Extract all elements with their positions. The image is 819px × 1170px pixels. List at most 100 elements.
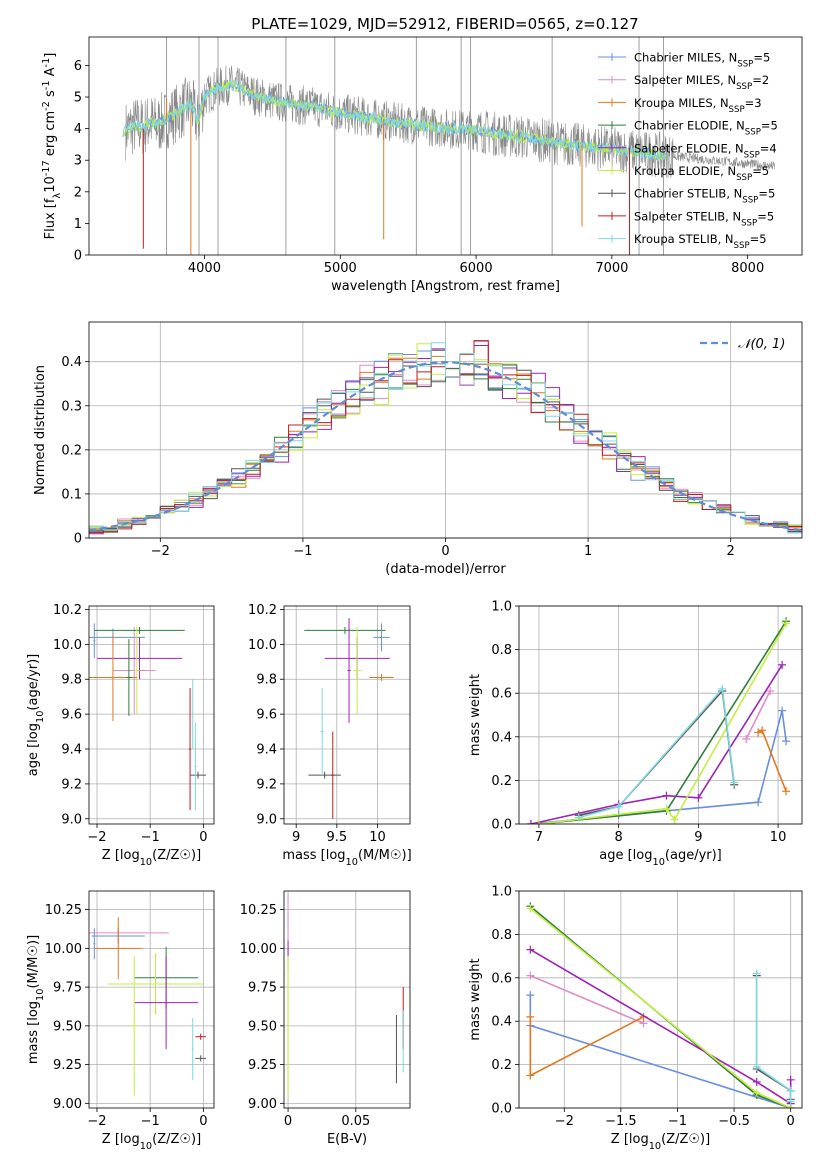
- x-tick-label: −2: [87, 830, 106, 845]
- y-tick-label: 9.50: [248, 1019, 277, 1034]
- y-tick-label: 10.2: [248, 603, 277, 618]
- y-tick-label: 10.0: [248, 638, 277, 653]
- axes-frame: [88, 605, 215, 825]
- axes-frame: [88, 890, 215, 1109]
- y-tick-label: 9.25: [53, 1058, 82, 1073]
- y-tick-label: 0: [74, 532, 82, 547]
- legend-label: Kroupa MILES, NSSP=3: [634, 96, 762, 115]
- y-tick-label: 0: [74, 249, 82, 264]
- y-tick-label: 9.00: [53, 1097, 82, 1112]
- weight-point: [526, 820, 535, 824]
- y-tick-label: 10.00: [45, 942, 82, 957]
- x-axis-label: Z [log10(Z/Z☉)]: [102, 848, 201, 868]
- y-axis-label: Normed distribution: [33, 365, 48, 495]
- x-tick-label: −0.5: [718, 1114, 750, 1129]
- weight-point: [670, 815, 679, 824]
- y-tick-label: 0.8: [491, 928, 512, 943]
- panel-weight_vs_Z: −2 −1.5 −1 −0.5 0 0.0 0.2 0.4 0.6 0.8 1.0 Z [log10(…: [468, 885, 803, 1152]
- x-tick-label: 5000: [324, 261, 357, 276]
- y-tick-label: 10.25: [240, 903, 277, 918]
- x-axis-label: mass [log10(M/M☉)]: [282, 848, 411, 868]
- x-axis-label: Z [log10(Z/Z☉)]: [611, 1132, 710, 1152]
- x-tick-label: 0: [441, 544, 449, 559]
- weight-point: [758, 726, 767, 735]
- y-tick-label: 9.2: [256, 777, 277, 792]
- weight-series-chabrier-stelib: [755, 975, 792, 1100]
- x-tick-label: −1.5: [605, 1114, 637, 1129]
- panel-residuals: −2 −1 0 1 2 0 0.1 0.2 0.3 0.4 (data-model)/error No…: [33, 321, 803, 577]
- x-tick-label: 8: [615, 830, 623, 845]
- weight-series-kroupa-elodie: [538, 623, 787, 824]
- legend-label: Chabrier ELODIE, NSSP=5: [634, 119, 778, 138]
- y-tick-label: 0.0: [491, 818, 512, 833]
- weight-point: [526, 945, 535, 954]
- weight-point: [574, 813, 583, 822]
- y-tick-label: 10.0: [53, 638, 82, 653]
- y-tick-label: 3: [74, 154, 82, 169]
- y-tick-label: 1.0: [491, 885, 512, 900]
- weight-point: [778, 706, 787, 715]
- y-tick-label: 9.8: [256, 673, 277, 688]
- x-tick-label: 6000: [460, 261, 493, 276]
- weight-point: [752, 969, 761, 978]
- x-tick-label: 7: [535, 830, 543, 845]
- legend-label: Salpeter MILES, NSSP=2: [634, 73, 769, 92]
- panel-weight_vs_age: 7 8 9 10 0.0 0.2 0.4 0.6 0.8 1.0 age [log10(age/yr…: [468, 600, 803, 868]
- panel-age_vs_mass: 9 9.5 10 9.0 9.2 9.4 9.6 9.8 10.0 10.2 mass [log10…: [248, 603, 412, 868]
- weight-point: [742, 734, 751, 743]
- weight-point: [752, 1088, 761, 1097]
- axes-frame: [283, 605, 411, 825]
- y-tick-label: 0.4: [491, 730, 512, 745]
- y-axis-label: mass [log10(M/M☉)]: [26, 935, 46, 1064]
- weight-series-salpeter-miles: [745, 690, 771, 740]
- x-tick-label: 0.05: [341, 1114, 370, 1129]
- x-tick-label: 1: [584, 544, 592, 559]
- weight-point: [614, 802, 623, 811]
- x-tick-label: 2: [727, 544, 735, 559]
- x-tick-label: 7000: [595, 261, 628, 276]
- weight-point: [662, 804, 671, 813]
- y-tick-label: 10.2: [53, 603, 82, 618]
- x-tick-label: 0: [199, 830, 207, 845]
- y-tick-label: 0.2: [491, 774, 512, 789]
- y-tick-label: 9.75: [248, 981, 277, 996]
- x-tick-label: −1: [141, 1114, 160, 1129]
- panel-age_vs_Z: −2 −1 0 9.0 9.2 9.4 9.6 9.8 10.0 10.2 Z [log10(Z/Z…: [26, 603, 215, 868]
- x-tick-label: 10: [770, 830, 787, 845]
- axes-frame: [88, 321, 803, 539]
- x-tick-label: −1: [668, 1114, 687, 1129]
- weight-point: [752, 1077, 761, 1086]
- x-tick-label: 0: [199, 1114, 207, 1129]
- weight-point: [526, 904, 535, 913]
- weight-point: [786, 1086, 795, 1095]
- weight-point: [526, 971, 535, 980]
- x-tick-label: −1: [293, 544, 312, 559]
- figure-title: PLATE=1029, MJD=52912, FIBERID=0565, z=0…: [251, 15, 638, 33]
- y-tick-label: 0.2: [491, 1058, 512, 1073]
- weight-point: [782, 737, 791, 746]
- y-tick-label: 10.00: [240, 942, 277, 957]
- model-spectrum-chabrier-miles: [122, 79, 667, 161]
- y-tick-label: 9.6: [256, 708, 277, 723]
- weight-point: [694, 793, 703, 802]
- y-tick-label: 0.2: [61, 443, 82, 458]
- weight-point: [526, 1012, 535, 1021]
- x-tick-label: 4000: [188, 261, 221, 276]
- y-tick-label: 9.25: [248, 1058, 277, 1073]
- x-axis-label: age [log10(age/yr)]: [599, 848, 722, 868]
- weight-point: [766, 687, 775, 696]
- axes-frame: [283, 890, 411, 1109]
- plot-area: [89, 340, 802, 535]
- x-tick-label: 0: [284, 1114, 292, 1129]
- plot-area: [287, 894, 404, 1096]
- legend-label: 𝒩(0, 1): [738, 337, 785, 352]
- x-tick-label: 9: [694, 830, 702, 845]
- y-tick-label: 5: [74, 91, 82, 106]
- weight-point: [718, 684, 727, 693]
- legend-label: Kroupa ELODIE, NSSP=5: [634, 164, 769, 183]
- plot-area: [89, 917, 207, 1096]
- residual-histogram-kroupa-stelib: [89, 342, 802, 534]
- legend-label: Salpeter STELIB, NSSP=5: [634, 209, 774, 228]
- y-tick-label: 10.25: [45, 903, 82, 918]
